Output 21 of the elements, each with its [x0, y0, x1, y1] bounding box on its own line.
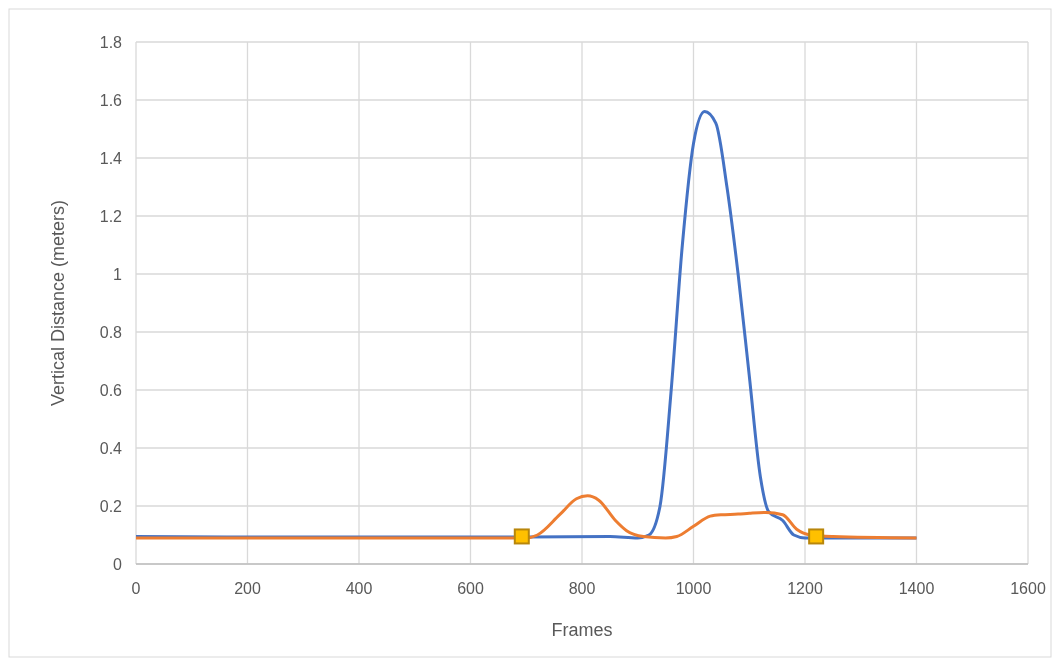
y-tick-label: 0.4 — [99, 439, 123, 457]
y-tick-label: 0.8 — [99, 323, 123, 341]
y-tick-label: 0 — [113, 555, 123, 573]
y-tick-label: 1.2 — [99, 207, 123, 225]
y-axis-title: Vertical Distance (meters) — [48, 199, 68, 407]
x-tick-label: 1200 — [787, 580, 823, 597]
x-tick-label: 1000 — [675, 580, 712, 597]
y-tick-label: 1.4 — [99, 149, 123, 167]
x-tick-label: 200 — [234, 580, 261, 597]
y-tick-label: 0.6 — [99, 381, 123, 399]
y-tick-label: 1.6 — [99, 91, 123, 109]
y-tick-label: 0.2 — [99, 497, 123, 515]
x-tick-label: 1400 — [898, 580, 935, 597]
y-tick-label: 1.8 — [99, 33, 123, 51]
x-tick-label: 1600 — [1010, 580, 1046, 597]
x-tick-label: 400 — [345, 580, 373, 597]
x-axis-title: Frames — [551, 620, 613, 640]
x-tick-label: 800 — [568, 580, 596, 597]
x-tick-label: 0 — [131, 580, 141, 597]
x-tick-label: 600 — [457, 580, 484, 597]
y-tick-label: 1 — [113, 265, 123, 283]
